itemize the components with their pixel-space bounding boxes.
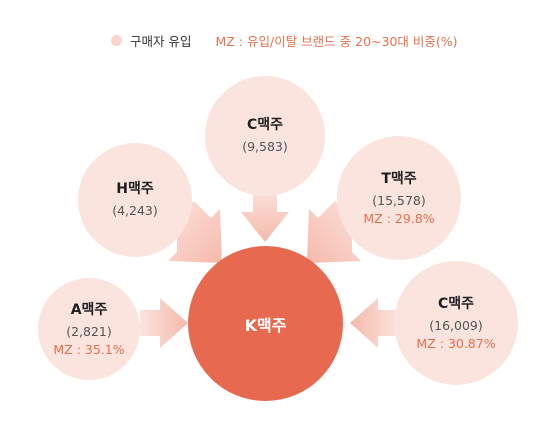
brand-name: T맥주 bbox=[381, 170, 417, 187]
source-bubble-c-right: C맥주 (16,009) MZ : 30.87% bbox=[394, 261, 518, 385]
brand-name: H맥주 bbox=[116, 181, 154, 197]
buyer-count: (4,243) bbox=[112, 203, 158, 218]
arrow-from-a bbox=[140, 298, 188, 348]
legend-main-label: 구매자 유입 bbox=[130, 33, 192, 49]
legend: 구매자 유입 MZ : 유입/이탈 브랜드 중 20~30대 비중(%) bbox=[111, 30, 458, 50]
brand-name: C맥주 bbox=[437, 295, 475, 312]
buyer-count: (15,578) bbox=[372, 192, 426, 208]
source-bubble-t: T맥주 (15,578) MZ : 29.8% bbox=[337, 136, 461, 260]
legend-mz-label: MZ : 유입/이탈 브랜드 중 20~30대 비중(%) bbox=[215, 33, 458, 49]
mz-ratio: MZ : 35.1% bbox=[53, 341, 125, 357]
center-brand-name: K맥주 bbox=[244, 315, 287, 335]
source-bubble-c-top: C맥주 (9,583) bbox=[205, 76, 325, 196]
buyer-count: (9,583) bbox=[242, 139, 288, 154]
arrow-from-c-top bbox=[241, 188, 289, 242]
center-bubble-k: K맥주 bbox=[188, 246, 343, 401]
brand-name: A맥주 bbox=[70, 301, 108, 318]
mz-ratio: MZ : 29.8% bbox=[363, 210, 435, 226]
brand-name: C맥주 bbox=[246, 117, 284, 133]
source-bubble-h: H맥주 (4,243) bbox=[78, 143, 192, 257]
buyer-count: (2,821) bbox=[66, 323, 112, 339]
source-bubble-a: A맥주 (2,821) MZ : 35.1% bbox=[38, 278, 140, 380]
arrow-from-c-right bbox=[350, 298, 398, 348]
legend-dot-icon bbox=[111, 34, 122, 46]
buyer-count: (16,009) bbox=[429, 317, 483, 333]
mz-ratio: MZ : 30.87% bbox=[416, 335, 496, 351]
